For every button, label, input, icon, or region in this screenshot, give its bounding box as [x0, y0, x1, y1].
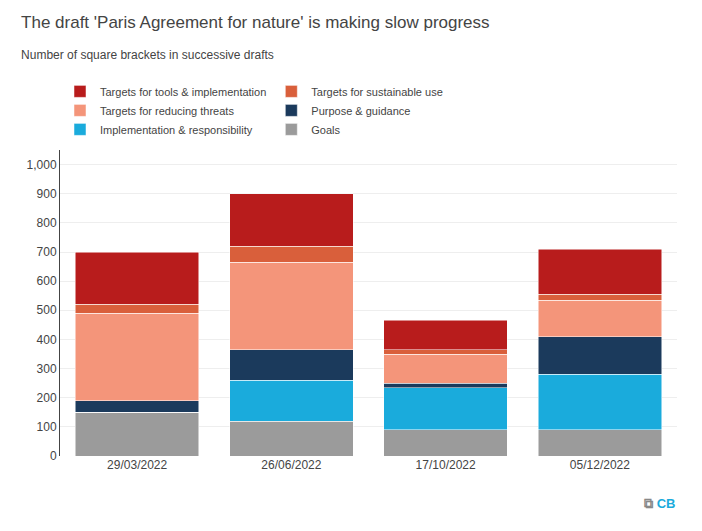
svg-text:500: 500	[37, 303, 57, 317]
svg-text:Targets for reducing threats: Targets for reducing threats	[100, 105, 234, 117]
svg-text:Targets for sustainable use: Targets for sustainable use	[311, 86, 442, 98]
svg-text:Implementation & responsibilit: Implementation & responsibility	[100, 124, 253, 136]
svg-text:Goals: Goals	[311, 124, 340, 136]
svg-text:Purpose & guidance: Purpose & guidance	[311, 105, 410, 117]
svg-text:⧉ CB: ⧉ CB	[644, 496, 675, 511]
svg-text:26/06/2022: 26/06/2022	[261, 458, 321, 472]
svg-text:600: 600	[37, 274, 57, 288]
svg-text:0: 0	[50, 449, 57, 463]
svg-text:900: 900	[37, 187, 57, 201]
svg-text:Number of square brackets in s: Number of square brackets in successive …	[21, 48, 274, 62]
svg-text:1,000: 1,000	[27, 158, 57, 172]
svg-text:300: 300	[37, 362, 57, 376]
svg-text:400: 400	[37, 333, 57, 347]
svg-text:700: 700	[37, 245, 57, 259]
svg-text:29/03/2022: 29/03/2022	[107, 458, 167, 472]
svg-text:17/10/2022: 17/10/2022	[416, 458, 476, 472]
svg-text:100: 100	[37, 420, 57, 434]
svg-text:800: 800	[37, 216, 57, 230]
svg-text:Targets for tools & implementa: Targets for tools & implementation	[100, 86, 266, 98]
svg-text:05/12/2022: 05/12/2022	[570, 458, 630, 472]
svg-text:200: 200	[37, 391, 57, 405]
svg-text:The draft 'Paris Agreement for: The draft 'Paris Agreement for nature' i…	[21, 13, 490, 32]
